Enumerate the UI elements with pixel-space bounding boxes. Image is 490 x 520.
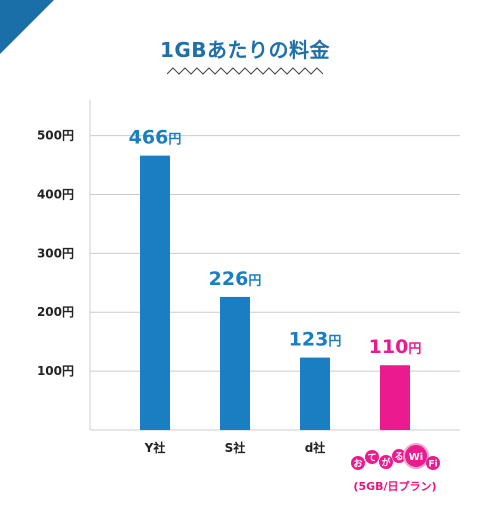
bar [220,296,250,430]
x-tick-label: S社 [225,440,246,455]
x-tick-subtitle: (5GB/日プラン) [353,479,436,493]
svg-text:Fi: Fi [428,460,437,470]
corner-ribbon [0,0,54,54]
svg-text:お: お [353,459,362,470]
data-label: 123円 [289,329,342,351]
data-label: 110円 [369,336,422,358]
data-label: 466円 [129,127,182,149]
y-tick-label: 200円 [37,305,74,319]
y-tick-label: 100円 [37,364,74,378]
svg-text:て: て [367,453,376,464]
chart-title: 1GBあたりの料金 [159,38,331,62]
y-tick-label: 300円 [37,246,74,260]
title-zigzag-underline [167,67,323,75]
data-label: 226円 [209,268,262,290]
svg-text:が: が [381,457,391,469]
svg-text:る: る [394,452,403,463]
svg-text:Wi: Wi [409,452,423,463]
x-tick-label: Y社 [144,440,166,455]
y-tick-label: 400円 [37,187,74,201]
x-tick-label: d社 [305,440,326,455]
otegaru-wifi-logo: おて がる Wi Fi [351,443,440,470]
y-tick-label: 500円 [37,129,74,143]
bar [300,357,330,430]
bar [380,365,410,430]
bar [140,155,170,430]
